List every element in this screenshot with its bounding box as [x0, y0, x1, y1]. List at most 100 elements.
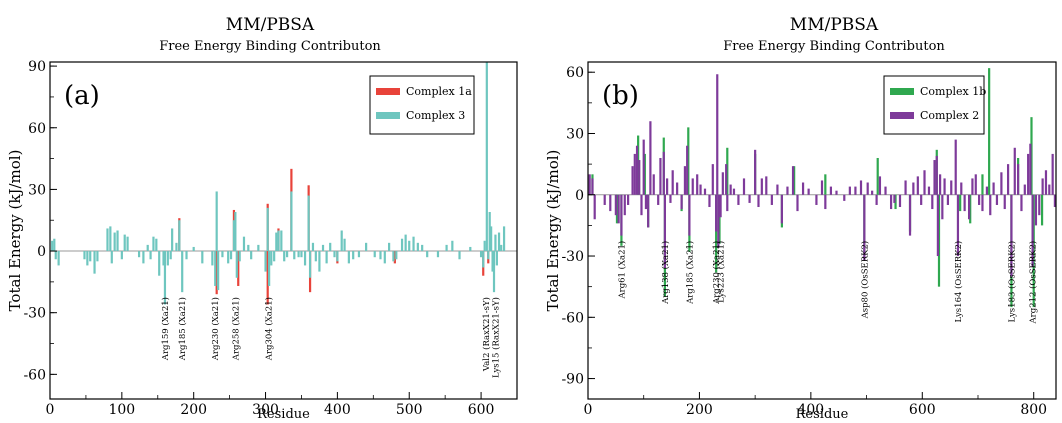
x-axis-label: Residue: [257, 407, 310, 422]
bar-1-4: [609, 194, 612, 212]
bar-1-32: [185, 251, 188, 260]
legend-label: Complex 1b: [920, 85, 986, 98]
x-tick-label: 100: [108, 402, 135, 418]
bar-1-51: [757, 194, 760, 208]
bar-1-100: [967, 194, 971, 220]
bar-1-88: [404, 234, 407, 252]
bar-1-6: [89, 251, 92, 262]
bar-1-18: [142, 251, 145, 264]
bar-1-40: [227, 251, 230, 264]
bar-1-39: [221, 251, 224, 258]
panel-tag: (b): [602, 81, 639, 111]
legend-label: Complex 3: [406, 109, 465, 122]
bar-1-33: [192, 246, 195, 252]
bar-1-39: [716, 74, 719, 195]
legend-swatch: [376, 112, 400, 119]
bar-1-21: [152, 236, 155, 252]
bar-1-112: [502, 226, 506, 252]
bar-1-55: [275, 232, 278, 252]
bar-1-87: [931, 194, 934, 210]
y-tick-label: 0: [575, 188, 584, 204]
bar-1-9: [106, 228, 109, 252]
bar-1-31: [181, 251, 184, 293]
bar-1-69: [318, 251, 321, 272]
bar-0-23: [937, 194, 941, 287]
bar-1-37: [215, 191, 218, 252]
bar-0-11: [715, 194, 718, 273]
bar-1-63: [300, 251, 303, 258]
bar-1-82: [379, 251, 382, 260]
plot-frame: [49, 61, 518, 400]
bar-1-81: [908, 194, 912, 236]
x-tick-label: 300: [252, 402, 279, 418]
bar-1-65: [829, 186, 833, 195]
bar-1-67: [311, 242, 315, 252]
bar-1-124: [1048, 184, 1051, 195]
annotation-label: Lys15 (RaxX21-sY): [490, 297, 501, 378]
bar-1-111: [500, 244, 503, 252]
bar-1-113: [1013, 147, 1016, 195]
legend-box: [883, 75, 985, 135]
bar-1-123: [1044, 170, 1048, 195]
bar-1-107: [992, 182, 995, 195]
bar-1-27: [676, 182, 679, 195]
bar-0-20: [894, 194, 897, 210]
bar-1-45: [729, 184, 732, 195]
bar-1-80: [365, 242, 368, 252]
bar-0-19: [876, 157, 879, 195]
y-tick-label: -60: [23, 367, 46, 383]
x-tick-label: 400: [324, 402, 351, 418]
bar-1-125: [1051, 153, 1054, 195]
x-axis-label: Residue: [796, 407, 849, 422]
bar-1-71: [325, 251, 328, 264]
legend-swatch: [890, 112, 914, 119]
annotation-label: Arg230 (Xa21): [210, 297, 221, 361]
bar-1-106: [491, 251, 494, 272]
bar-1-83: [916, 176, 919, 195]
bar-1-111: [1006, 164, 1010, 195]
bar-1-43: [725, 164, 728, 195]
annotation-label: Arg61 (Xa21): [616, 241, 627, 300]
bar-1-94: [436, 251, 440, 258]
bar-1-53: [270, 251, 273, 266]
bar-1-42: [232, 220, 236, 252]
bar-1-88: [933, 160, 936, 195]
y-axis-label: Total Energy (kJ/mol): [544, 150, 562, 312]
bar-1-77: [347, 251, 350, 264]
bar-1-67: [843, 194, 846, 201]
bar-1-34: [201, 251, 204, 264]
bar-1-119: [1031, 194, 1034, 267]
bar-1-11: [633, 153, 636, 195]
bar-1-28: [680, 194, 683, 210]
bar-1-20: [657, 194, 660, 205]
bar-1-109: [1000, 172, 1003, 195]
bar-1-86: [395, 251, 398, 260]
bar-1-102: [485, 62, 488, 252]
bar-1-90: [936, 194, 939, 257]
bar-1-98: [960, 182, 963, 195]
bar-1-104: [981, 194, 984, 212]
x-tick-label: 600: [468, 402, 495, 418]
bar-1-57: [786, 186, 789, 195]
bar-1-58: [791, 166, 795, 195]
x-tick-label: 200: [180, 402, 207, 418]
bar-1-52: [760, 178, 763, 195]
bar-1-91: [939, 174, 942, 195]
bar-1-94: [946, 194, 950, 205]
bar-0-17: [824, 174, 827, 195]
bar-0-1: [615, 194, 619, 224]
bar-1-11: [110, 251, 113, 264]
bar-1-47: [247, 244, 250, 252]
bar-1-84: [920, 194, 923, 205]
bar-1-19: [652, 174, 655, 195]
bar-1-21: [659, 157, 662, 195]
bar-1-74: [875, 194, 878, 205]
bar-1-2: [54, 251, 57, 260]
bar-1-105: [985, 186, 989, 195]
bar-1-102: [974, 174, 977, 195]
x-tick-label: 0: [584, 402, 593, 418]
bar-0-27: [988, 68, 991, 195]
bar-0-4: [643, 153, 646, 195]
bar-1-71: [863, 194, 866, 261]
bar-1-3: [603, 194, 606, 205]
